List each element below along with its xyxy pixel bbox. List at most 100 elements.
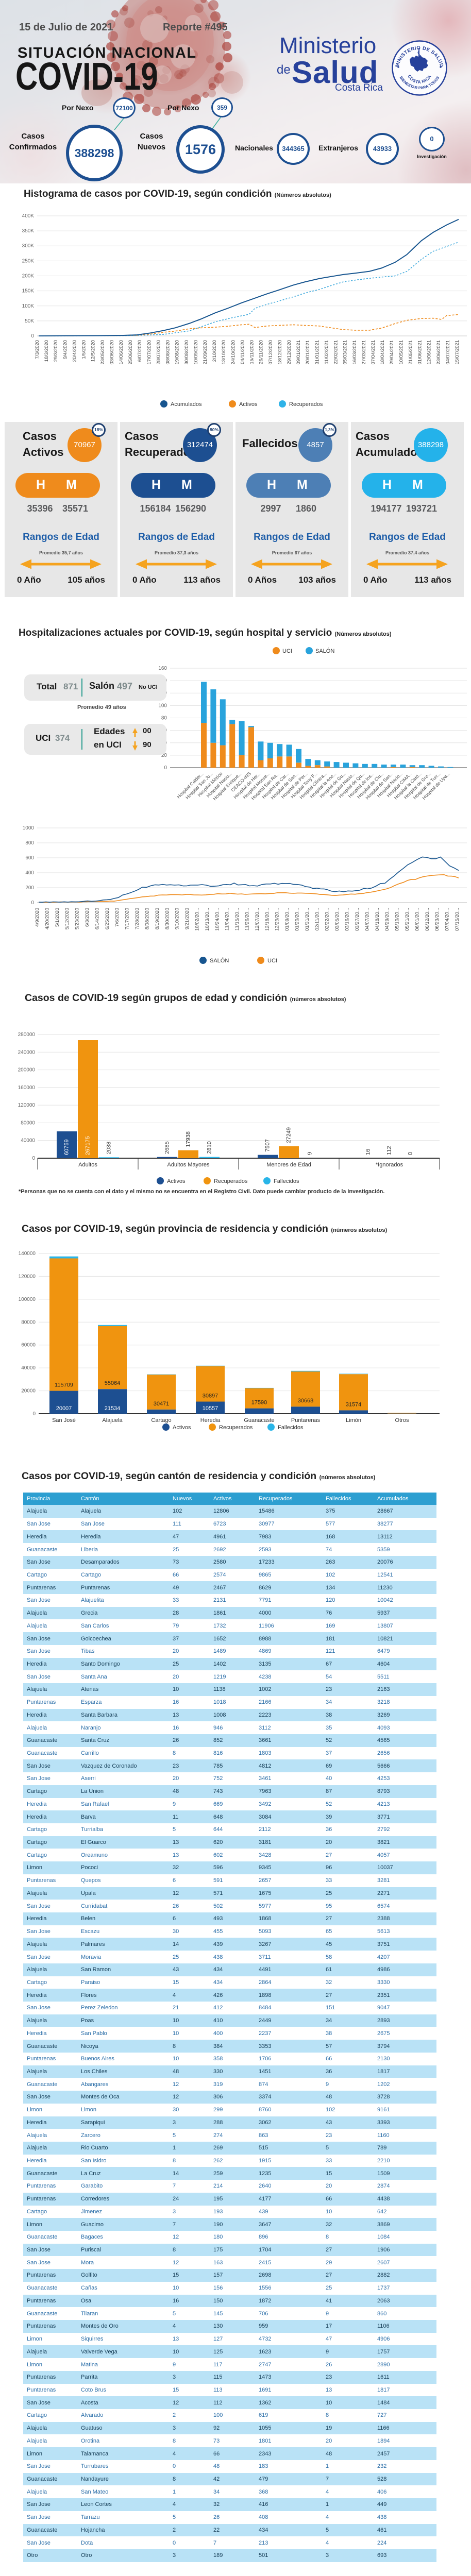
svg-text:240000: 240000 [18, 1049, 36, 1055]
svg-text:7/17/2020: 7/17/2020 [125, 908, 130, 929]
svg-text:03/16/20...: 03/16/20... [345, 908, 350, 931]
svg-text:12/06/2021: 12/06/2021 [427, 340, 432, 365]
svg-text:29/04/2021: 29/04/2021 [389, 340, 395, 365]
svg-text:0: 0 [31, 333, 34, 339]
svg-text:31574: 31574 [346, 1401, 362, 1408]
svg-text:07/04/2021: 07/04/2021 [371, 340, 376, 365]
svg-text:120000: 120000 [19, 1274, 36, 1279]
svg-text:San José: San José [52, 1417, 76, 1423]
svg-text:Activos: Activos [167, 1178, 186, 1184]
svg-text:267175: 267175 [85, 1136, 91, 1155]
svg-text:80: 80 [161, 716, 167, 721]
svg-text:4/9/2020: 4/9/2020 [35, 908, 40, 927]
svg-text:Alajuela: Alajuela [102, 1417, 123, 1423]
svg-text:2038: 2038 [106, 1142, 112, 1154]
svg-text:Limón: Limón [346, 1417, 361, 1423]
svg-text:100K: 100K [22, 303, 35, 309]
svg-text:9/21/2020: 9/21/2020 [184, 908, 190, 929]
svg-text:6/3/2020: 6/3/2020 [85, 908, 90, 927]
svg-text:18/12/2020: 18/12/2020 [277, 340, 283, 365]
svg-text:200K: 200K [22, 274, 35, 279]
svg-text:Guanacaste: Guanacaste [244, 1417, 274, 1423]
svg-text:04/07/2021: 04/07/2021 [445, 340, 451, 365]
svg-text:150K: 150K [22, 289, 35, 294]
svg-text:31/01/2021: 31/01/2021 [314, 340, 320, 365]
svg-text:Acumulados: Acumulados [171, 401, 202, 408]
svg-text:05/21/20...: 05/21/20... [405, 908, 410, 931]
svg-text:40000: 40000 [21, 1138, 35, 1144]
svg-text:2/10/2020: 2/10/2020 [212, 340, 217, 362]
svg-text:17/07/2020: 17/07/2020 [146, 340, 152, 365]
svg-text:25/06/2020: 25/06/2020 [128, 340, 133, 365]
svg-text:10/05/2021: 10/05/2021 [398, 340, 404, 365]
svg-text:80000: 80000 [21, 1319, 36, 1325]
svg-text:200: 200 [25, 885, 34, 891]
svg-text:Adultos Mayores: Adultos Mayores [167, 1162, 210, 1168]
svg-text:29/3/2020: 29/3/2020 [53, 340, 59, 362]
svg-text:20: 20 [161, 753, 167, 758]
svg-text:11/15/20...: 11/15/20... [234, 908, 240, 930]
svg-text:9/4/2020: 9/4/2020 [62, 340, 68, 359]
svg-text:115709: 115709 [55, 1382, 73, 1388]
svg-text:UCI: UCI [267, 958, 277, 964]
svg-text:Recuperados: Recuperados [289, 401, 323, 408]
svg-text:27/03/2021: 27/03/2021 [361, 340, 367, 365]
svg-text:280000: 280000 [18, 1032, 36, 1038]
svg-text:04/11/2020: 04/11/2020 [240, 340, 245, 364]
svg-text:2685: 2685 [164, 1141, 171, 1154]
svg-text:04/07/20...: 04/07/20... [364, 908, 370, 931]
svg-text:7/28/2020: 7/28/2020 [134, 908, 140, 929]
svg-text:30668: 30668 [298, 1398, 314, 1404]
svg-text:21/05/2021: 21/05/2021 [408, 340, 413, 365]
svg-text:09/01/2021: 09/01/2021 [296, 340, 301, 365]
svg-text:112: 112 [386, 1146, 393, 1155]
svg-text:0: 0 [32, 1156, 35, 1161]
svg-text:23/05/2020: 23/05/2020 [100, 340, 106, 365]
svg-text:18/04/2021: 18/04/2021 [380, 340, 385, 365]
svg-text:160: 160 [158, 666, 167, 671]
svg-text:120000: 120000 [18, 1103, 36, 1108]
svg-text:Otros: Otros [395, 1417, 409, 1423]
svg-text:20/4/2020: 20/4/2020 [72, 340, 77, 362]
svg-text:04/18/20...: 04/18/20... [375, 908, 380, 931]
svg-text:60759: 60759 [64, 1139, 70, 1155]
svg-text:17590: 17590 [251, 1400, 267, 1406]
svg-text:01/09/20...: 01/09/20... [284, 908, 290, 931]
svg-text:200000: 200000 [18, 1067, 36, 1073]
svg-text:6/25/2020: 6/25/2020 [105, 908, 110, 929]
svg-text:15/11/2020: 15/11/2020 [249, 340, 255, 364]
svg-text:0: 0 [408, 1152, 414, 1155]
svg-text:12/5/2020: 12/5/2020 [91, 340, 96, 362]
svg-text:29/12/2020: 29/12/2020 [287, 340, 292, 365]
svg-text:8/19/2020: 8/19/2020 [155, 908, 160, 929]
svg-text:5/12/2020: 5/12/2020 [64, 908, 70, 929]
svg-text:Activos: Activos [239, 401, 258, 408]
svg-text:06/12/20...: 06/12/20... [425, 908, 430, 931]
svg-text:1000: 1000 [23, 825, 35, 831]
svg-text:8/30/2020: 8/30/2020 [164, 908, 170, 929]
svg-text:07/15/20...: 07/15/20... [455, 908, 460, 931]
svg-text:0: 0 [32, 1411, 36, 1417]
svg-text:06/23/20...: 06/23/20... [434, 908, 440, 931]
svg-text:12/07/20...: 12/07/20... [255, 908, 260, 931]
svg-text:Heredia: Heredia [200, 1417, 221, 1423]
svg-text:Fallecidos: Fallecidos [278, 1425, 304, 1431]
svg-text:20000: 20000 [21, 1388, 36, 1394]
svg-text:300K: 300K [22, 243, 35, 249]
svg-text:800: 800 [25, 840, 34, 846]
svg-text:400K: 400K [22, 213, 35, 219]
svg-text:01/06/2021: 01/06/2021 [417, 340, 423, 365]
svg-text:100: 100 [158, 703, 167, 708]
svg-text:28/07/2020: 28/07/2020 [156, 340, 161, 365]
svg-text:11/04/20...: 11/04/20... [225, 908, 230, 930]
svg-text:60000: 60000 [21, 1343, 36, 1348]
svg-text:160000: 160000 [18, 1085, 36, 1091]
svg-text:400: 400 [25, 870, 34, 876]
svg-text:23/06/2021: 23/06/2021 [436, 340, 442, 365]
svg-text:55064: 55064 [105, 1380, 121, 1386]
svg-text:0: 0 [164, 765, 167, 771]
svg-text:20007: 20007 [56, 1405, 72, 1412]
svg-text:11/26/20...: 11/26/20... [245, 908, 250, 930]
svg-text:Fallecidos: Fallecidos [274, 1178, 299, 1184]
svg-text:07/12/2020: 07/12/2020 [268, 340, 274, 365]
